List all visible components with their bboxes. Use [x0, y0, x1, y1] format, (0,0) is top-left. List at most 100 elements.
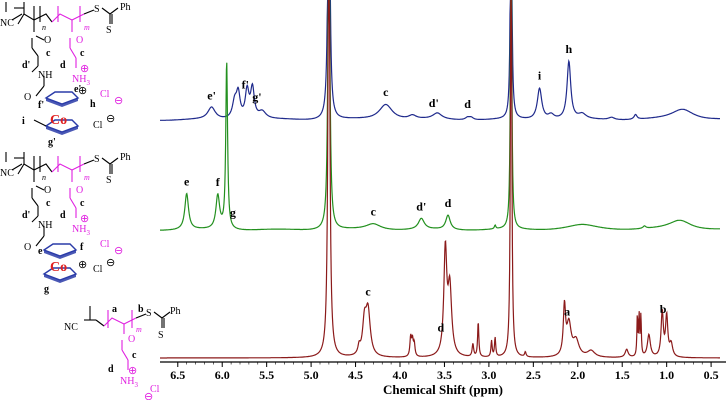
struct2-sulfur: S [94, 154, 100, 165]
struct2-letter-c-right: c [80, 198, 85, 209]
struct2-ammonium: NH3 [72, 224, 90, 237]
peak-label-top-4: d' [429, 96, 439, 110]
structure-top: NC n O NH O c d' m O c d NH3 ⊕ Cl ⊖ [0, 2, 131, 148]
x-tick-label-1: 6.0 [215, 368, 230, 382]
struct3-letter-c: c [132, 350, 137, 361]
struct2-phenyl: Ph [120, 152, 131, 163]
struct2-n-subscript: n [42, 173, 46, 182]
spectrum-bottom [160, 0, 720, 359]
struct1-phenyl: Ph [120, 2, 131, 13]
x-tick-label-5: 4.0 [393, 368, 408, 382]
struct1-ammonium: NH3 [72, 74, 90, 87]
struct1-carbonyl-o: O [44, 35, 51, 46]
struct1-n-subscript: n [42, 23, 46, 32]
x-tick-label-6: 3.5 [437, 368, 452, 382]
spectrum-middle [160, 0, 720, 231]
struct1-m-subscript: m [84, 23, 90, 32]
struct1-letter-d: d [60, 60, 66, 71]
struct2-carbonyl-o-right: O [76, 185, 83, 196]
struct1-amide-nh: NH [38, 70, 52, 81]
struct2-letter-d: d [60, 210, 66, 221]
struct3-m-subscript: m [136, 325, 142, 334]
peak-label-middle-5: d [445, 196, 452, 210]
peak-label-middle-4: d' [416, 200, 426, 214]
peak-label-bottom-1: d [438, 320, 445, 334]
struct2-letter-d-prime: d' [22, 210, 31, 221]
peak-labels: e' f'g' c d' d i h e f g c d' d c d a b [184, 42, 667, 334]
struct2-counterion-charge: ⊖ [106, 257, 115, 269]
peak-label-bottom-0: c [365, 285, 371, 299]
x-tick-label-9: 2.0 [570, 368, 585, 382]
x-tick-label-12: 0.5 [704, 368, 719, 382]
peak-label-top-1: f' [242, 78, 249, 92]
struct1-ammonium-charge: ⊕ [80, 63, 89, 75]
peak-label-bottom-3: b [660, 302, 667, 316]
struct3-carbonyl-o: O [128, 334, 135, 345]
struct1-amide-o: O [24, 92, 31, 103]
struct2-nitrile: NC [0, 168, 14, 179]
struct2-metal: Co [50, 260, 67, 275]
peak-label-middle-2: g [230, 205, 236, 219]
peak-label-middle-1: f [216, 175, 221, 189]
struct2-chloride: Cl [100, 239, 110, 250]
structure-bottom: NC a b m O c d NH3 ⊕ Cl ⊖ S Ph S [64, 304, 181, 400]
struct2-amide-nh: NH [38, 220, 52, 231]
spectrum-top [160, 0, 720, 121]
structure-middle: NC n O NH O c d' m O c d NH3 ⊕ Cl ⊖ [0, 152, 131, 295]
struct1-label-i: i [22, 116, 25, 127]
struct1-letter-c-right: c [80, 48, 85, 59]
peak-label-top-7: h [566, 42, 573, 56]
struct2-metal-charge: ⊕ [78, 259, 87, 271]
struct2-thione: S [106, 175, 112, 186]
x-tick-label-11: 1.0 [659, 368, 674, 382]
x-tick-label-0: 6.5 [170, 368, 185, 382]
x-tick-label-3: 5.0 [304, 368, 319, 382]
x-axis-ticks: 6.5 6.0 5.5 5.0 4.5 4.0 3.5 3.0 2.5 2.0 1.5 1.0 0.5 [170, 362, 719, 382]
struct1-chloride: Cl [100, 89, 110, 100]
struct3-chloride: Cl [150, 384, 160, 395]
struct3-nitrile: NC [64, 322, 78, 333]
struct3-letter-d: d [108, 364, 114, 375]
struct2-m-subscript: m [84, 173, 90, 182]
x-tick-label-8: 2.5 [526, 368, 541, 382]
peak-label-top-3: c [383, 85, 389, 99]
struct2-label-f: f [80, 242, 84, 253]
peak-label-top-2: g' [252, 90, 261, 104]
peak-label-top-6: i [538, 69, 542, 83]
struct1-metal: Co [50, 113, 67, 128]
struct1-metal-charge: ⊕ [78, 85, 87, 97]
struct1-label-f-prime: f' [38, 100, 44, 111]
struct2-counterion: Cl [93, 264, 103, 275]
x-tick-label-7: 3.0 [481, 368, 496, 382]
struct2-ammonium-charge: ⊕ [80, 213, 89, 225]
x-tick-label-2: 5.5 [259, 368, 274, 382]
struct1-letter-d-prime: d' [22, 60, 31, 71]
struct1-nitrile: NC [0, 18, 14, 29]
struct1-label-g-prime: g' [48, 137, 56, 148]
struct1-chloride-charge: ⊖ [114, 95, 123, 107]
struct1-counterion-charge: ⊖ [106, 113, 115, 125]
peak-label-middle-0: e [184, 175, 190, 189]
struct3-letter-a: a [112, 304, 117, 315]
struct3-thione: S [158, 330, 164, 341]
x-tick-label-10: 1.5 [615, 368, 630, 382]
x-axis-title: Chemical Shift (ppm) [383, 382, 503, 397]
struct1-label-e-prime: e' [74, 84, 81, 95]
struct1-label-h: h [90, 99, 96, 110]
struct2-chloride-charge: ⊖ [114, 245, 123, 257]
struct2-letter-c-left: c [46, 198, 51, 209]
struct3-letter-b: b [138, 304, 144, 315]
struct3-ammonium-charge: ⊕ [128, 365, 137, 377]
struct2-amide-o: O [24, 242, 31, 253]
peak-label-top-0: e' [207, 88, 216, 102]
peak-label-top-5: d [464, 97, 471, 111]
struct2-carbonyl-o: O [44, 185, 51, 196]
struct3-chloride-charge: ⊖ [144, 391, 153, 400]
struct3-ammonium: NH3 [120, 376, 138, 389]
struct1-thione: S [106, 25, 112, 36]
struct1-carbonyl-o-right: O [76, 35, 83, 46]
struct3-phenyl: Ph [170, 306, 181, 317]
struct1-counterion: Cl [93, 120, 103, 131]
peak-label-middle-3: c [371, 205, 377, 219]
